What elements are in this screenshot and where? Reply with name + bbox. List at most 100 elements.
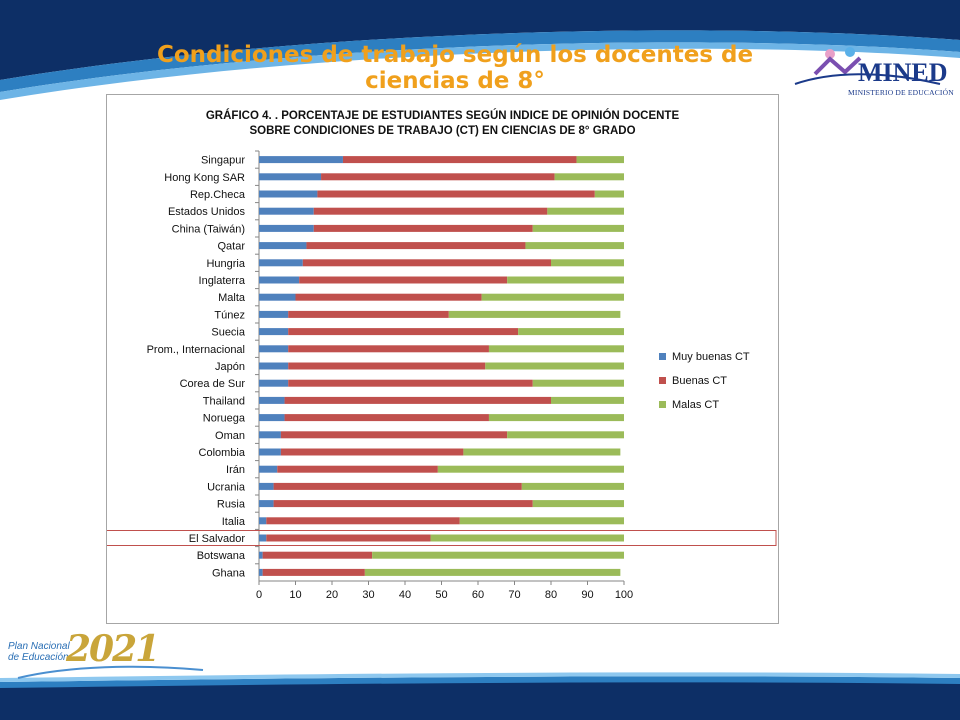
bar-segment-3 <box>459 517 624 525</box>
mined-logo-text: MINED <box>858 58 948 87</box>
bar-segment-3 <box>551 396 624 404</box>
bar-segment-1 <box>259 345 289 353</box>
category-label: China (Taiwán) <box>172 223 245 235</box>
bar-segment-2 <box>317 190 595 198</box>
plan-line-2: de Educación <box>8 652 69 663</box>
plan-nacional-text: Plan Nacional de Educación <box>8 641 70 663</box>
bar-segment-2 <box>262 568 365 576</box>
bar-segment-3 <box>518 328 624 336</box>
category-label: El Salvador <box>189 533 246 545</box>
bar-segment-2 <box>288 345 489 353</box>
bar-segment-1 <box>259 224 314 232</box>
bar-segment-2 <box>288 379 533 387</box>
top-decorative-band <box>0 0 960 100</box>
bar-segment-2 <box>288 310 449 318</box>
x-tick-label: 40 <box>399 589 411 601</box>
x-tick-label: 100 <box>615 589 633 601</box>
category-label: Túnez <box>214 309 245 321</box>
bar-segment-3 <box>525 242 624 250</box>
legend-label: Muy buenas CT <box>672 351 750 363</box>
bar-segment-3 <box>463 448 621 456</box>
bar-segment-3 <box>437 465 624 473</box>
category-label: Malta <box>218 292 246 304</box>
category-label: Oman <box>215 430 245 442</box>
bar-segment-3 <box>576 156 624 164</box>
category-label: Rusia <box>217 499 246 511</box>
bar-segment-1 <box>259 448 281 456</box>
category-label: Colombia <box>199 447 246 459</box>
bar-segment-2 <box>306 242 526 250</box>
mined-logo <box>790 44 950 104</box>
bar-segment-3 <box>554 173 624 181</box>
chart-title: GRÁFICO 4. . PORCENTAJE DE ESTUDIANTES S… <box>107 109 778 139</box>
bar-segment-3 <box>507 431 624 439</box>
bar-segment-3 <box>372 551 624 559</box>
bar-segment-2 <box>288 328 519 336</box>
bar-segment-3 <box>364 568 621 576</box>
category-label: Ucrania <box>207 481 246 493</box>
bar-segment-2 <box>280 448 464 456</box>
bar-segment-3 <box>481 293 624 301</box>
legend-label: Malas CT <box>672 399 719 411</box>
bar-segment-2 <box>321 173 555 181</box>
category-label: Hong Kong SAR <box>164 172 245 184</box>
category-label: Corea de Sur <box>180 378 246 390</box>
mined-logo-subtitle: MINISTERIO DE EDUCACIÓN <box>848 88 954 97</box>
bar-segment-1 <box>259 534 267 542</box>
bar-segment-2 <box>299 276 508 284</box>
plan-line-1: Plan Nacional <box>8 641 70 652</box>
bar-segment-3 <box>532 500 624 508</box>
bar-segment-1 <box>259 414 285 422</box>
plan-year: 2021 <box>66 628 160 670</box>
bar-segment-3 <box>532 379 624 387</box>
bar-segment-2 <box>342 156 577 164</box>
chart-title-line-1: GRÁFICO 4. . PORCENTAJE DE ESTUDIANTES S… <box>205 110 680 122</box>
category-label: Italia <box>222 516 246 528</box>
category-label: Inglaterra <box>199 275 246 287</box>
bar-segment-2 <box>273 500 533 508</box>
category-label: Ghana <box>212 567 246 579</box>
plan-nacional-logo <box>8 628 208 688</box>
bar-segment-2 <box>266 534 431 542</box>
bar-segment-1 <box>259 190 318 198</box>
bottom-decorative-band <box>0 672 960 720</box>
x-tick-label: 70 <box>508 589 520 601</box>
bar-segment-3 <box>488 345 624 353</box>
x-tick-label: 90 <box>581 589 593 601</box>
x-tick-label: 80 <box>545 589 557 601</box>
bar-segment-1 <box>259 551 263 559</box>
bar-segment-2 <box>284 396 551 404</box>
bar-segment-2 <box>280 431 508 439</box>
bar-segment-3 <box>488 414 624 422</box>
bar-segment-1 <box>259 517 267 525</box>
category-label: Prom., Internacional <box>147 344 245 356</box>
legend-swatch <box>659 377 666 384</box>
chart-title-line-2: SOBRE CONDICIONES DE TRABAJO (CT) EN CIE… <box>249 125 636 137</box>
bar-segment-1 <box>259 207 314 215</box>
bar-segment-1 <box>259 242 307 250</box>
bar-segment-2 <box>277 465 438 473</box>
slide-title: Condiciones de trabajo según los docente… <box>156 42 754 94</box>
category-label: Noruega <box>203 413 246 425</box>
bar-segment-1 <box>259 379 289 387</box>
legend-label: Buenas CT <box>672 375 727 387</box>
bar-segment-1 <box>259 431 281 439</box>
x-tick-label: 30 <box>362 589 374 601</box>
bar-segment-2 <box>273 482 522 490</box>
bar-segment-2 <box>313 224 533 232</box>
bar-segment-1 <box>259 396 285 404</box>
category-label: Japón <box>215 361 245 373</box>
stacked-bar-chart: 0 10 20 30 40 50 60 70 80 90 100 Singapur Hong Kong … <box>107 150 777 601</box>
bar-segment-1 <box>259 259 303 267</box>
bar-segment-2 <box>262 551 373 559</box>
bar-segment-3 <box>507 276 624 284</box>
bar-segment-2 <box>313 207 548 215</box>
bar-segment-1 <box>259 362 289 370</box>
category-label: Suecia <box>211 327 246 339</box>
category-label: Hungria <box>206 258 245 270</box>
bar-segment-1 <box>259 276 300 284</box>
bar-segment-1 <box>259 482 274 490</box>
highlight-box <box>107 530 777 546</box>
legend-swatch <box>659 353 666 360</box>
bar-segment-3 <box>521 482 624 490</box>
